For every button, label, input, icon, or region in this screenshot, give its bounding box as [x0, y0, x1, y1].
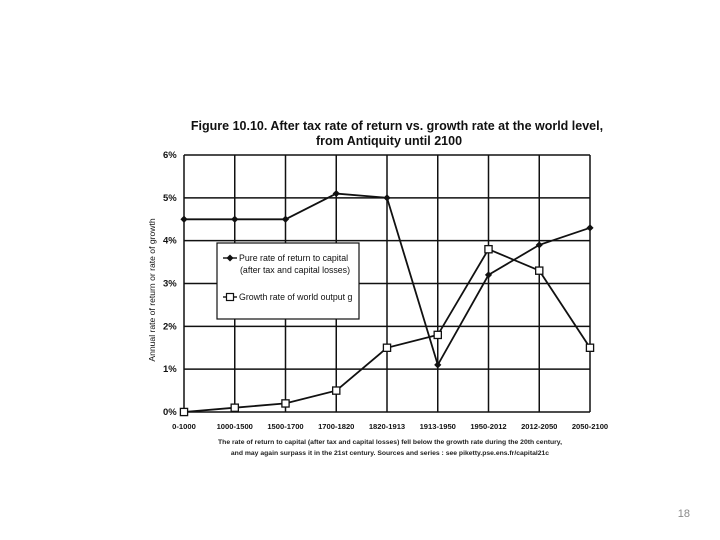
y-tick-label: 5%	[163, 193, 177, 204]
x-axis-ticks: 0-1000 1000-1500 1500-1700 1700-1820 1820-19…	[172, 422, 608, 431]
caption-line1: The rate of return to capital (after tax…	[218, 439, 562, 446]
series-return-to-capital	[180, 189, 594, 369]
x-tick-label: 0-1000	[172, 422, 196, 431]
y-tick-label: 4%	[163, 236, 177, 247]
y-tick-label: 3%	[163, 279, 177, 290]
data-point	[281, 215, 290, 223]
data-point	[586, 224, 594, 232]
data-point	[230, 403, 239, 412]
data-point	[484, 244, 493, 254]
legend-label-return-line2: (after tax and capital losses)	[240, 265, 350, 275]
data-point	[179, 407, 189, 417]
data-point	[331, 386, 341, 395]
legend: Pure rate of return to capital (after ta…	[216, 242, 360, 320]
legend-marker-growth	[225, 292, 235, 302]
legend-label-return-line1: Pure rate of return to capital	[239, 253, 348, 263]
data-point	[332, 189, 340, 198]
series-growth-rate	[179, 244, 595, 417]
data-point	[585, 343, 595, 352]
data-point	[231, 215, 239, 223]
x-tick-label: 2012-2050	[521, 422, 557, 431]
legend-marker-return	[226, 254, 234, 262]
data-point	[535, 266, 544, 275]
caption-line2: and may again surpass it in the 21st cen…	[231, 450, 549, 457]
y-tick-label: 0%	[163, 407, 177, 418]
data-point	[535, 241, 543, 249]
page-number: 18	[677, 508, 690, 520]
x-tick-label: 1700-1820	[318, 422, 354, 431]
chart-title-line1: Figure 10.10. After tax rate of return v…	[191, 119, 603, 133]
data-point	[382, 343, 392, 352]
x-tick-label: 1820-1913	[369, 422, 405, 431]
data-point	[180, 215, 188, 223]
chart-title-line2: from Antiquity until 2100	[316, 134, 462, 148]
x-tick-label: 2050-2100	[572, 422, 608, 431]
x-tick-label: 1913-1950	[420, 422, 456, 431]
x-tick-label: 1500-1700	[267, 422, 303, 431]
y-tick-label: 2%	[163, 321, 177, 332]
data-point	[434, 361, 442, 369]
y-tick-label: 6%	[163, 150, 177, 161]
data-point	[484, 271, 493, 279]
y-tick-label: 1%	[163, 364, 177, 375]
x-tick-label: 1950-2012	[470, 422, 506, 431]
y-axis-ticks: 0% 1% 2% 3% 4% 5% 6%	[163, 150, 177, 418]
data-point	[281, 399, 290, 408]
x-tick-label: 1000-1500	[217, 422, 253, 431]
y-axis-label: Annual rate of return or rate of growth	[147, 218, 157, 362]
series-layer	[179, 189, 595, 417]
legend-box	[216, 242, 360, 320]
legend-label-growth: Growth rate of world output g	[239, 292, 353, 302]
data-point	[383, 194, 391, 202]
data-point	[433, 330, 442, 340]
